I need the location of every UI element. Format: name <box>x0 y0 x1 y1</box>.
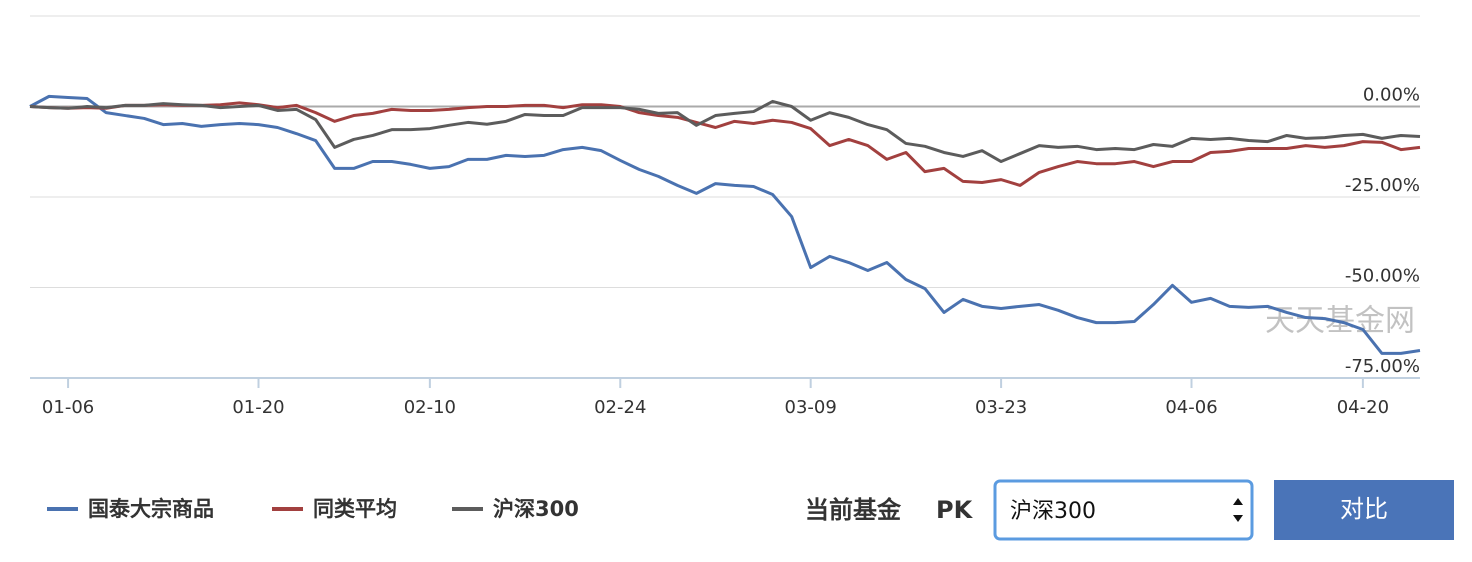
select-arrow[interactable] <box>1233 498 1243 522</box>
y-tick-label: -25.00% <box>1345 175 1420 196</box>
x-tick-label: 01-20 <box>232 397 284 418</box>
x-tick-label: 04-20 <box>1337 397 1389 418</box>
y-tick-label: 0.00% <box>1363 85 1420 106</box>
select-box[interactable] <box>993 479 1254 541</box>
x-tick-label: 02-24 <box>594 397 646 418</box>
legend-label: 国泰大宗商品 <box>88 497 214 521</box>
x-tick-label: 04-06 <box>1165 397 1217 418</box>
current-fund-label: 当前基金 <box>805 496 902 524</box>
button-bg[interactable] <box>1274 480 1454 540</box>
y-tick-label: -75.00% <box>1345 356 1420 377</box>
x-tick-label: 03-23 <box>975 397 1027 418</box>
x-tick-label: 02-10 <box>404 397 456 418</box>
series-line <box>29 94 1421 355</box>
legend-label: 同类平均 <box>313 497 397 521</box>
pk-label: PK <box>936 496 974 524</box>
fund-select[interactable]: 沪深300 <box>993 479 1254 541</box>
button-label[interactable]: 对比 <box>1340 495 1388 523</box>
y-tick-label: -50.00% <box>1345 266 1420 287</box>
x-tick-label: 03-09 <box>785 397 837 418</box>
series-line <box>29 99 1421 164</box>
select-value[interactable]: 沪深300 <box>1010 499 1096 524</box>
compare-button[interactable]: 对比 <box>1274 480 1454 540</box>
legend-label: 沪深300 <box>493 497 579 521</box>
x-tick-label: 01-06 <box>42 397 94 418</box>
